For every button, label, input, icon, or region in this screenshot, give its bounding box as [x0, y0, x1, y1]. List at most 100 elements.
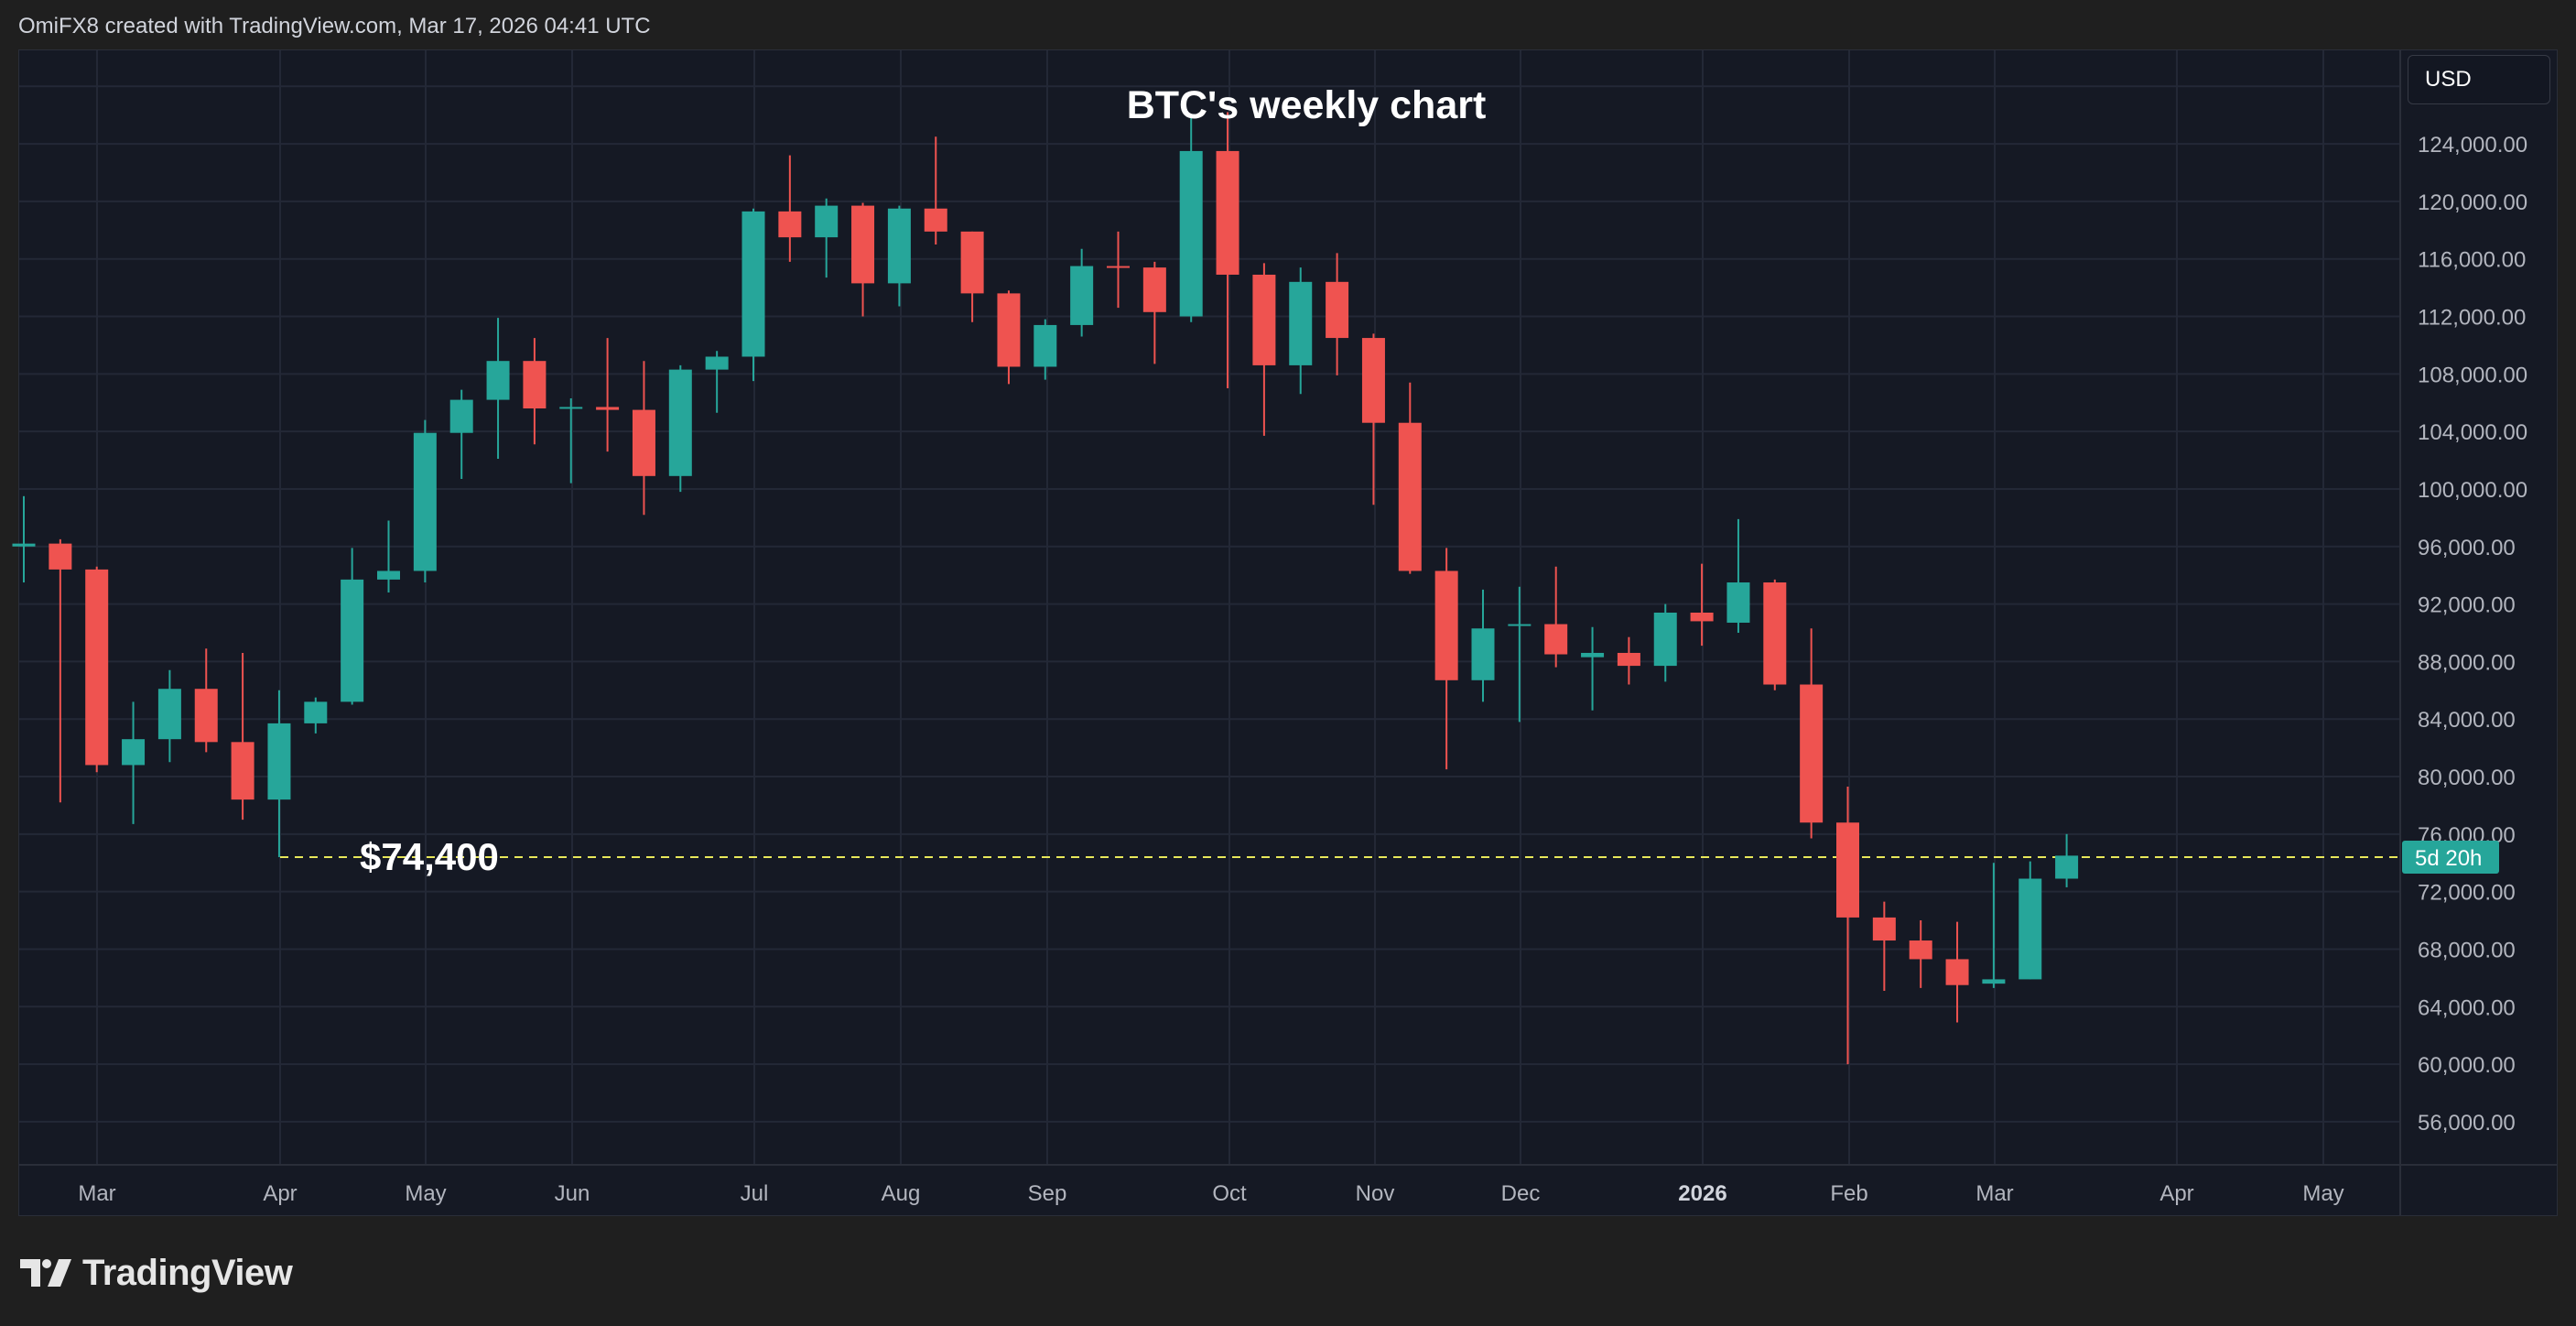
candle-body[interactable]: [413, 432, 437, 571]
candle-body[interactable]: [1326, 281, 1349, 339]
candle-body[interactable]: [1982, 979, 2006, 984]
candle-body[interactable]: [341, 579, 364, 702]
candle-body[interactable]: [668, 369, 692, 476]
created-with-text: OmiFX8 created with TradingView.com, Mar…: [18, 14, 651, 38]
x-tick-label: Nov: [1356, 1181, 1395, 1206]
candle-body[interactable]: [486, 361, 510, 400]
x-tick-label: Jul: [741, 1181, 769, 1206]
candle-body[interactable]: [1252, 274, 1276, 365]
x-tick-label: Aug: [882, 1181, 921, 1206]
y-tick-label: 120,000.00: [2418, 190, 2527, 215]
candle-body[interactable]: [1800, 684, 1824, 823]
candle-body[interactable]: [157, 689, 181, 740]
candle-body[interactable]: [1142, 267, 1166, 312]
candle-body[interactable]: [377, 571, 400, 580]
candle-body[interactable]: [1909, 940, 1932, 960]
x-tick-label: Sep: [1028, 1181, 1067, 1206]
y-tick-label: 96,000.00: [2418, 536, 2516, 560]
candle-body[interactable]: [1289, 281, 1313, 365]
candle-body[interactable]: [12, 543, 36, 547]
candle-body[interactable]: [741, 211, 765, 357]
candle-body[interactable]: [705, 356, 729, 370]
countdown-label: 5d 20h: [2415, 846, 2482, 871]
y-tick-label: 88,000.00: [2418, 650, 2516, 675]
candle-body[interactable]: [1179, 150, 1203, 317]
candle-body[interactable]: [924, 208, 947, 232]
candle-body[interactable]: [1945, 959, 1969, 985]
candle-body[interactable]: [2019, 878, 2042, 980]
tradingview-wordmark: TradingView: [82, 1252, 293, 1293]
candle-body[interactable]: [1398, 422, 1422, 571]
candle-body[interactable]: [523, 361, 547, 409]
x-tick-label: May: [2302, 1181, 2343, 1206]
candle-body[interactable]: [1471, 628, 1495, 680]
candle-body[interactable]: [1653, 612, 1677, 667]
candle-body[interactable]: [851, 205, 875, 284]
candle-body[interactable]: [122, 739, 146, 766]
chart-area[interactable]: [18, 49, 2558, 1216]
x-tick-label: Mar: [78, 1181, 115, 1206]
candle-body[interactable]: [2055, 855, 2079, 879]
candle-body[interactable]: [778, 211, 802, 238]
candle-body[interactable]: [559, 407, 583, 409]
candle-body[interactable]: [1726, 582, 1750, 623]
candle-body[interactable]: [1216, 150, 1239, 275]
y-tick-label: 92,000.00: [2418, 593, 2516, 618]
y-tick-label: 80,000.00: [2418, 766, 2516, 790]
candle-body[interactable]: [194, 689, 218, 743]
y-tick-label: 64,000.00: [2418, 995, 2516, 1020]
currency-button[interactable]: USD: [2408, 55, 2550, 104]
candle-body[interactable]: [960, 231, 984, 294]
attribution-bar: OmiFX8 created with TradingView.com, Mar…: [0, 0, 2576, 49]
candle-body[interactable]: [85, 569, 109, 766]
candle-body[interactable]: [304, 701, 328, 723]
candle-body[interactable]: [267, 723, 291, 800]
y-tick-label: 108,000.00: [2418, 363, 2527, 387]
candle-body[interactable]: [1690, 612, 1714, 622]
candle-body[interactable]: [997, 293, 1021, 367]
candle-body[interactable]: [815, 205, 839, 238]
x-tick-label: Feb: [1830, 1181, 1867, 1206]
candle-body[interactable]: [1872, 917, 1896, 941]
candle-body[interactable]: [1508, 624, 1532, 626]
x-tick-label: Mar: [1975, 1181, 2013, 1206]
candle-body[interactable]: [1581, 652, 1605, 658]
candle-body[interactable]: [1361, 338, 1385, 423]
tradingview-logo[interactable]: TradingView: [20, 1251, 293, 1295]
x-tick-label: Dec: [1501, 1181, 1541, 1206]
candle-body[interactable]: [1070, 266, 1094, 325]
x-tick-label: Oct: [1212, 1181, 1247, 1206]
x-tick-label: Jun: [555, 1181, 590, 1206]
x-tick-label: May: [405, 1181, 446, 1206]
candle-body[interactable]: [1836, 822, 1859, 918]
candle-body[interactable]: [231, 742, 254, 800]
countdown-tag: [2402, 840, 2499, 874]
candle-body[interactable]: [449, 399, 473, 433]
tradingview-logo-icon: [20, 1259, 71, 1287]
candle-body[interactable]: [887, 208, 911, 284]
y-tick-label: 60,000.00: [2418, 1053, 2516, 1078]
y-tick-label: 68,000.00: [2418, 938, 2516, 962]
x-tick-label: Apr: [263, 1181, 297, 1206]
y-tick-label: 124,000.00: [2418, 133, 2527, 158]
level-label: $74,400: [360, 835, 499, 878]
candle-body[interactable]: [1434, 571, 1458, 680]
y-tick-label: 84,000.00: [2418, 708, 2516, 733]
candle-body[interactable]: [1617, 652, 1640, 667]
y-tick-label: 112,000.00: [2418, 306, 2526, 331]
y-tick-label: 104,000.00: [2418, 420, 2527, 445]
y-tick-label: 100,000.00: [2418, 478, 2527, 503]
candle-body[interactable]: [1544, 624, 1568, 655]
x-tick-label: 2026: [1678, 1181, 1726, 1206]
y-tick-label: 72,000.00: [2418, 881, 2516, 906]
candle-body[interactable]: [632, 409, 655, 476]
y-tick-label: 116,000.00: [2418, 248, 2526, 273]
x-tick-label: Apr: [2159, 1181, 2193, 1206]
candle-body[interactable]: [1034, 324, 1057, 367]
candle-body[interactable]: [1763, 582, 1787, 685]
candle-body[interactable]: [1107, 266, 1130, 268]
candle-body[interactable]: [596, 407, 620, 410]
y-tick-label: 56,000.00: [2418, 1111, 2516, 1136]
candle-body[interactable]: [49, 543, 72, 570]
